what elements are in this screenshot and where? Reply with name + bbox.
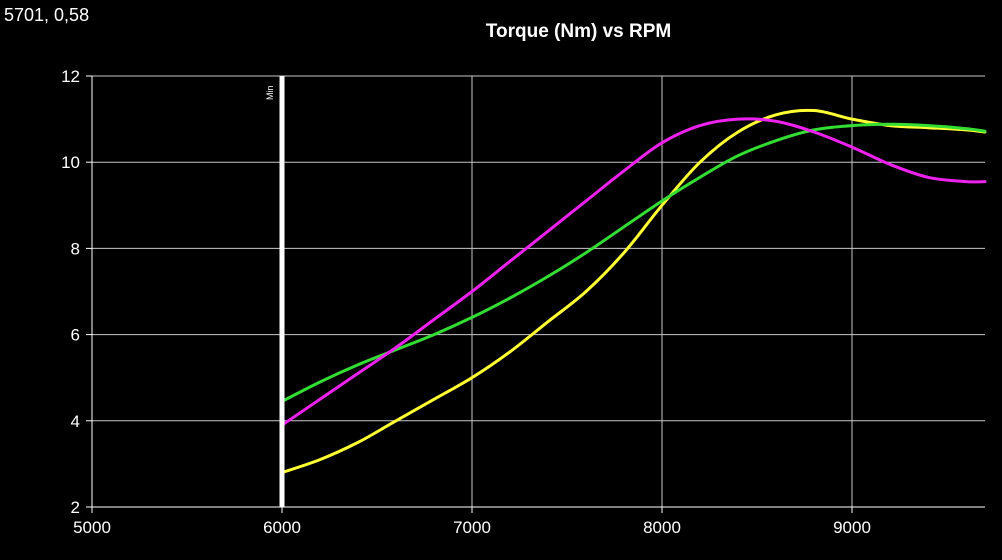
grid-layer — [92, 75, 985, 507]
x-tick-label-7000: 7000 — [453, 518, 491, 537]
marker-layer: Min — [265, 76, 285, 507]
y-tick-label-12: 12 — [61, 67, 80, 86]
y-tick-label-2: 2 — [71, 498, 80, 517]
y-tick-label-8: 8 — [71, 239, 80, 258]
series-line-2 — [280, 122, 987, 403]
axis-layer — [86, 75, 985, 513]
chart-title: Torque (Nm) vs RPM — [486, 21, 671, 42]
x-tick-label-8000: 8000 — [643, 518, 681, 537]
series-layer — [280, 108, 987, 474]
x-tick-label-6000: 6000 — [263, 518, 301, 537]
x-tick-label-5000: 5000 — [73, 518, 111, 537]
y-tick-label-10: 10 — [61, 153, 80, 172]
series-line-3 — [280, 117, 987, 427]
min-marker-label: Min — [265, 85, 275, 100]
x-tick-label-9000: 9000 — [833, 518, 871, 537]
y-tick-label-6: 6 — [71, 326, 80, 345]
tick-labels: 5000 6000 7000 8000 9000 2 4 6 8 10 12 — [61, 67, 871, 537]
y-tick-label-4: 4 — [71, 412, 80, 431]
cursor-readout: 5701, 0,58 — [4, 5, 90, 25]
